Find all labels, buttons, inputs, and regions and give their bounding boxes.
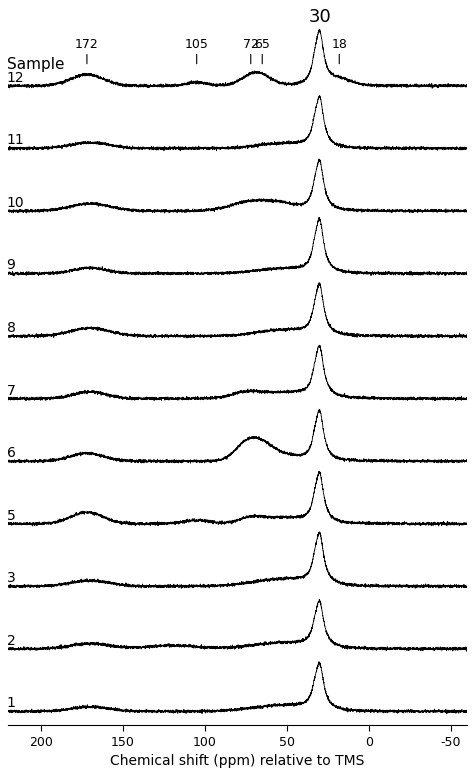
Text: 3: 3 (7, 571, 15, 585)
Text: 5: 5 (7, 508, 15, 522)
Text: 7: 7 (7, 384, 15, 398)
Text: 105: 105 (185, 38, 209, 50)
Text: 65: 65 (254, 38, 270, 50)
Text: 2: 2 (7, 634, 15, 648)
Text: 12: 12 (7, 71, 24, 84)
Text: 72: 72 (243, 38, 259, 50)
Text: 18: 18 (331, 38, 347, 50)
Text: 6: 6 (7, 446, 16, 460)
Text: 1: 1 (7, 696, 16, 711)
X-axis label: Chemical shift (ppm) relative to TMS: Chemical shift (ppm) relative to TMS (110, 754, 365, 768)
Text: 9: 9 (7, 258, 16, 272)
Text: 11: 11 (7, 133, 24, 147)
Text: 10: 10 (7, 196, 24, 210)
Text: Sample: Sample (7, 57, 64, 72)
Text: 172: 172 (75, 38, 99, 50)
Text: 8: 8 (7, 321, 16, 335)
Text: 30: 30 (308, 9, 331, 26)
